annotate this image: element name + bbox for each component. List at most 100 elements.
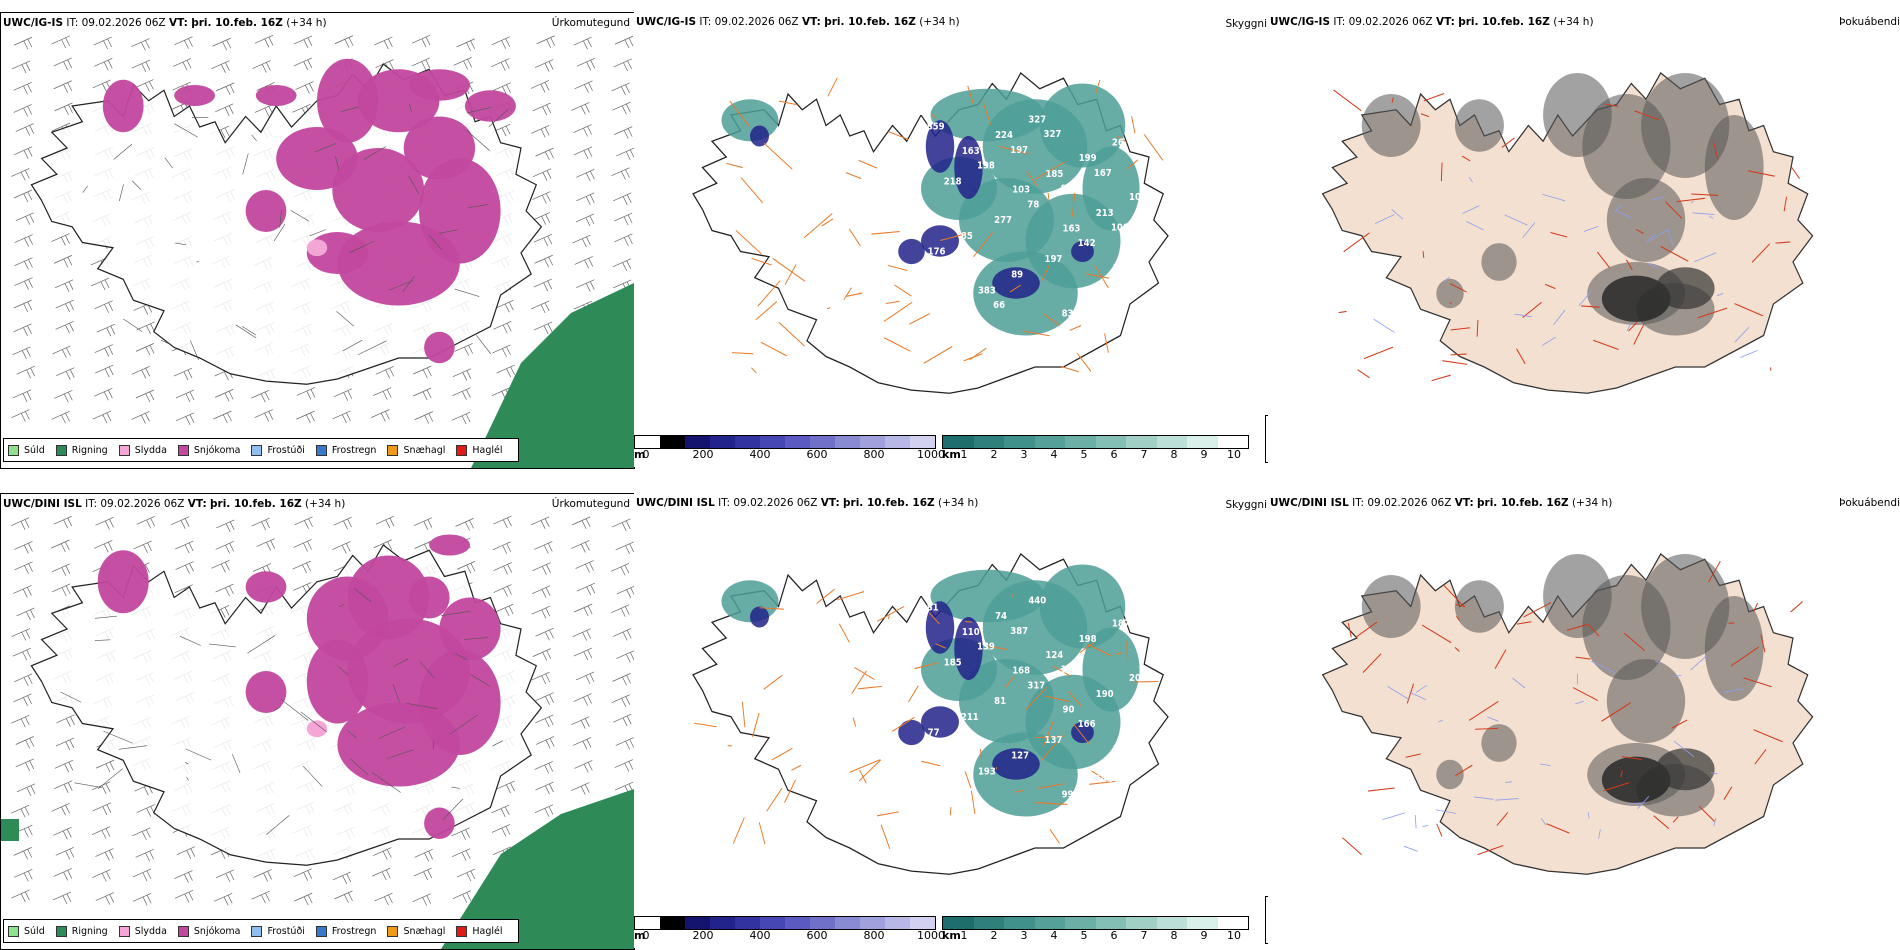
wind-barb — [96, 323, 116, 337]
river — [1409, 691, 1427, 701]
wind-barb — [613, 713, 632, 727]
colorbar-cell — [1065, 436, 1096, 448]
road — [347, 730, 357, 739]
road — [406, 702, 438, 710]
road — [82, 185, 88, 193]
wind-barb — [453, 57, 473, 70]
river — [1637, 796, 1650, 810]
colorbar-km-unit: km — [942, 448, 961, 461]
wind-barb — [55, 847, 75, 860]
it-value: 09.02.2026 06Z — [733, 497, 818, 509]
snow-depth-area — [1071, 240, 1094, 262]
wind-barb — [216, 82, 235, 96]
wind-barb — [493, 515, 512, 529]
road — [1601, 702, 1631, 722]
wind-barb — [95, 848, 114, 861]
wind-barb — [576, 168, 595, 182]
snow-depth-label: 986 — [1061, 184, 1079, 194]
road — [1143, 134, 1164, 161]
legend-label: Snæhagl — [403, 925, 446, 937]
colorbar-km — [942, 435, 1249, 449]
road — [1347, 622, 1352, 638]
fog-dense-area — [1655, 748, 1715, 791]
snow-depth-label: 124 — [1045, 651, 1063, 661]
wind-barb — [452, 368, 472, 381]
road — [1086, 643, 1112, 657]
road — [894, 284, 912, 297]
wind-barb — [413, 387, 432, 401]
colorbar-tick: 5 — [1080, 929, 1088, 942]
rain-area-west — [1, 819, 19, 841]
road — [123, 318, 143, 332]
vt-label: VT: — [1454, 497, 1474, 509]
snow-depth-label: 185 — [944, 658, 962, 668]
road — [492, 740, 503, 747]
wind-barb — [56, 367, 75, 380]
colorbar-cell — [660, 436, 685, 448]
river — [1627, 802, 1645, 805]
snow-area — [97, 550, 149, 614]
it-label: IT: — [718, 497, 731, 509]
lead-time: (+34 h) — [304, 498, 346, 510]
road — [118, 745, 148, 750]
river — [1716, 293, 1724, 297]
road — [826, 307, 831, 310]
legend-label: Rigning — [71, 925, 108, 937]
colorbar-tick: 3 — [1020, 448, 1028, 461]
wind-barb — [371, 409, 390, 422]
road — [1053, 665, 1071, 677]
colorbar-tick: 4 — [1050, 929, 1058, 942]
lead-time: (+34 h) — [937, 497, 979, 509]
road — [1676, 197, 1705, 203]
snow-depth-label: 100 — [1129, 193, 1147, 203]
vt-value: þri. 10.feb. 16Z — [1477, 497, 1569, 509]
snow-depth-area — [925, 120, 955, 173]
road — [1342, 837, 1362, 856]
road — [454, 288, 480, 297]
colorbar-cell — [943, 917, 974, 929]
road — [242, 153, 249, 175]
road — [1431, 374, 1451, 382]
wind-barb — [14, 277, 33, 290]
snow-depth-label: 387 — [1010, 626, 1028, 636]
colorbar-tick: 800 — [863, 929, 885, 942]
road — [1523, 602, 1552, 618]
iceland-outline — [1321, 553, 1814, 875]
road — [964, 771, 972, 789]
road — [1089, 780, 1116, 785]
road — [1660, 246, 1689, 262]
road — [1045, 695, 1070, 703]
wind-barb — [613, 628, 632, 641]
wind-barb — [11, 889, 30, 903]
wind-barb — [411, 57, 431, 71]
it-value: 09.02.2026 06Z — [81, 17, 166, 29]
road — [1753, 602, 1759, 612]
colorbar-tick: 5 — [1080, 448, 1088, 461]
wind-barb — [576, 192, 595, 205]
river — [1443, 276, 1450, 283]
fog-area — [1606, 659, 1686, 743]
snow-depth-label: 142 — [1078, 239, 1096, 249]
road — [1085, 273, 1110, 279]
legend-swatch — [8, 444, 19, 456]
road — [464, 637, 488, 640]
road — [1367, 787, 1395, 792]
river — [1614, 204, 1622, 212]
rain-area — [471, 283, 634, 468]
wind-barb — [14, 869, 33, 882]
wind-barb — [575, 560, 594, 573]
wind-barb — [571, 540, 590, 553]
wind-barb — [53, 868, 73, 881]
snow-depth-label: 90 — [1063, 705, 1075, 715]
wind-barb — [572, 516, 591, 530]
wind-barb — [12, 389, 32, 402]
snow-depth-label: 224 — [995, 131, 1013, 141]
snow-depth-label: 122 — [912, 108, 930, 118]
wind-barb — [491, 804, 510, 818]
road — [949, 807, 952, 816]
wind-barb — [495, 603, 514, 617]
road — [852, 717, 857, 727]
wind-barb — [531, 516, 550, 529]
wind-barb — [53, 57, 72, 71]
panel-fog-row1: UWC/IG-IS IT: 09.02.2026 06Z VT: þri. 10… — [1268, 12, 1900, 467]
